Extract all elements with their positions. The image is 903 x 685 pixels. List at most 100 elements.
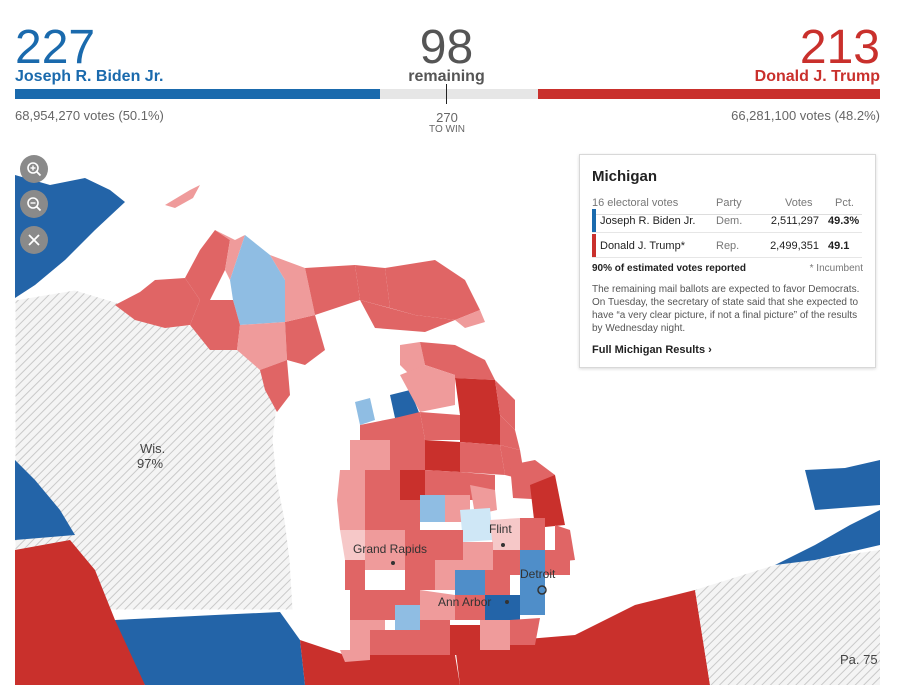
county-lp-tuscola[interactable]	[530, 475, 565, 528]
county-lp-montmorency[interactable]	[455, 378, 500, 415]
county-up-chippewa[interactable]	[385, 260, 480, 320]
county-lp-lapeer[interactable]	[520, 518, 545, 550]
county-lp-muskegon[interactable]	[340, 530, 365, 560]
county-lp-clare[interactable]	[425, 470, 460, 500]
county-up-drummond[interactable]	[455, 310, 485, 328]
county-up-menominee[interactable]	[260, 360, 290, 412]
county-lp-manistee[interactable]	[350, 440, 390, 470]
county-lp-lenawee[interactable]	[480, 620, 510, 650]
indiana-shape[interactable]	[300, 640, 460, 685]
county-lp-oscoda[interactable]	[460, 415, 500, 445]
rep-color-swatch	[592, 234, 596, 257]
county-lp-mecosta[interactable]	[395, 500, 420, 530]
grand-rapids-label: Grand Rapids	[353, 542, 427, 556]
county-lp-oakland[interactable]	[520, 550, 545, 578]
county-up-baraga[interactable]	[215, 230, 245, 280]
county-lp-presque[interactable]	[455, 345, 495, 380]
county-lp-ingham[interactable]	[455, 570, 485, 595]
county-lp-saginaw[interactable]	[460, 508, 493, 542]
trump-bar	[537, 89, 880, 99]
biden-bar	[15, 89, 380, 99]
candidate-row-biden[interactable]: Joseph R. Biden Jr. Dem. 2,511,297 49.3%	[592, 209, 862, 233]
county-lp-shiawassee[interactable]	[463, 542, 493, 570]
iowa-shape[interactable]	[15, 540, 145, 685]
county-lp-antrim[interactable]	[400, 365, 455, 412]
county-up-marquette[interactable]	[230, 235, 285, 325]
county-lp-emmet[interactable]	[400, 342, 425, 375]
county-lp-otsego[interactable]	[420, 412, 460, 440]
win-number: 270	[436, 110, 458, 125]
county-lp-kent[interactable]	[365, 530, 405, 570]
county-lp-osceola[interactable]	[400, 470, 425, 500]
party-column-header: Party	[716, 197, 742, 209]
county-lp-genesee[interactable]	[490, 518, 520, 550]
reporting-status: 90% of estimated votes reported	[592, 263, 746, 274]
county-lp-ogemaw[interactable]	[460, 442, 505, 475]
flint-label: Flint	[489, 522, 512, 536]
county-lp-oceana[interactable]	[337, 500, 365, 530]
county-lp-kalamazoo[interactable]	[395, 605, 420, 630]
county-up-alger[interactable]	[270, 255, 315, 322]
county-lp-jackson[interactable]	[455, 595, 485, 620]
county-lp-hillsdale[interactable]	[450, 625, 480, 655]
new-york-shape[interactable]	[775, 510, 880, 565]
remaining-label: remaining	[408, 68, 485, 85]
county-lp-stclair[interactable]	[545, 550, 570, 575]
county-up-keweenaw[interactable]	[165, 185, 200, 208]
ann-arbor-label: Ann Arbor	[438, 595, 491, 609]
county-up-delta[interactable]	[285, 315, 325, 365]
county-lp-mason[interactable]	[337, 470, 365, 500]
county-up-mackinac[interactable]	[360, 300, 455, 332]
county-lp-allegan[interactable]	[350, 590, 385, 620]
county-lp-lake[interactable]	[365, 470, 400, 500]
county-lp-wexford[interactable]	[390, 440, 425, 470]
full-results-link[interactable]: Full Michigan Results ›	[592, 344, 712, 356]
county-lp-macomb[interactable]	[493, 550, 520, 575]
candidate-pct: 49.3%	[828, 215, 860, 227]
county-lp-gtraverse[interactable]	[360, 412, 425, 440]
remaining-bar	[379, 89, 538, 99]
county-lp-alcona[interactable]	[500, 415, 520, 450]
county-lp-cass[interactable]	[370, 630, 395, 655]
county-lp-berrien[interactable]	[340, 650, 370, 662]
state-results-panel: Michigan 16 electoral votes Party Votes …	[579, 154, 876, 368]
county-lp-missaukee[interactable]	[425, 440, 460, 472]
county-lp-ionia[interactable]	[405, 560, 435, 590]
zoom-in-button[interactable]	[20, 155, 48, 183]
county-lp-newaygo[interactable]	[365, 500, 395, 530]
county-up-iron[interactable]	[190, 300, 240, 350]
michigan-county-map[interactable]: Grand Rapids Flint Detroit Ann Arbor Wis…	[15, 150, 880, 685]
county-lp-gratiot[interactable]	[435, 530, 463, 560]
county-lp-eaton[interactable]	[420, 590, 455, 620]
county-lp-cheboygan[interactable]	[420, 342, 455, 375]
county-lp-ottawa[interactable]	[345, 560, 365, 590]
county-up-west[interactable]	[115, 278, 200, 328]
win-threshold-marker	[446, 84, 447, 104]
county-lp-stjoseph[interactable]	[395, 630, 420, 655]
county-lp-leelanau[interactable]	[355, 398, 375, 425]
county-up-houghton[interactable]	[185, 230, 230, 300]
county-lp-wayne[interactable]	[520, 578, 545, 615]
pennsylvania-shape[interactable]	[695, 550, 880, 685]
county-lp-montcalm[interactable]	[405, 530, 435, 560]
county-lp-alpena[interactable]	[495, 380, 515, 430]
county-lp-livingston[interactable]	[485, 570, 510, 595]
county-lp-branch[interactable]	[420, 645, 450, 655]
county-up-dickinson[interactable]	[237, 322, 287, 370]
county-lp-monroe[interactable]	[510, 618, 540, 645]
ohio-shape[interactable]	[455, 590, 710, 685]
county-lp-bay[interactable]	[470, 485, 497, 515]
wisconsin-west-shape[interactable]	[15, 460, 75, 540]
county-lp-washtenaw[interactable]	[485, 595, 520, 620]
county-lp-isabella[interactable]	[420, 495, 445, 522]
candidate-row-trump[interactable]: Donald J. Trump* Rep. 2,499,351 49.1	[592, 234, 862, 258]
illinois-shape[interactable]	[115, 612, 305, 685]
zoom-out-button[interactable]	[20, 190, 48, 218]
county-lp-calhoun[interactable]	[420, 620, 450, 645]
county-up-luce[interactable]	[355, 265, 390, 308]
city-markers: Grand Rapids Flint Detroit Ann Arbor	[353, 522, 556, 609]
reset-map-button[interactable]	[20, 226, 48, 254]
county-up-schoolcraft[interactable]	[305, 265, 360, 315]
electoral-votes-label: 16 electoral votes	[592, 197, 679, 209]
new-york-north-shape[interactable]	[805, 460, 880, 510]
